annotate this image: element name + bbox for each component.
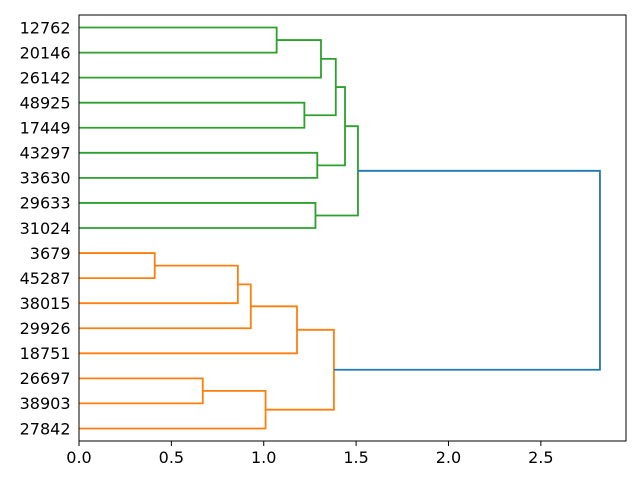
x-tick-label: 0.0 (66, 448, 91, 467)
dendrogram-link-O4 (79, 305, 298, 355)
dendrogram-link-O7 (265, 328, 335, 411)
dendrogram-link-G5 (79, 151, 319, 179)
x-tick-label: 2.0 (436, 448, 461, 467)
dendrogram-link-G6 (317, 86, 346, 167)
x-axis: 0.0 0.5 1.0 1.5 2.0 2.5 (66, 441, 554, 467)
dendrogram-link-O5 (79, 377, 204, 405)
leaf-label: 26142 (20, 68, 71, 87)
dendrogram-link-G7 (79, 202, 317, 229)
dendrogram-link-G2 (79, 39, 322, 79)
dendrogram-link-O1 (79, 252, 156, 280)
leaf-label: 20146 (20, 43, 71, 62)
leaf-labels: 12762 20146 26142 48925 17449 43297 33630 29633… (20, 18, 71, 438)
x-tick-label: 2.5 (528, 448, 553, 467)
leaf-label: 27842 (20, 419, 71, 438)
leaf-label: 38015 (20, 294, 71, 313)
leaf-label: 48925 (20, 94, 71, 113)
dendrogram-link-ROOT (333, 169, 601, 371)
dendrogram-link-O6 (79, 389, 267, 430)
x-tick-label: 0.5 (159, 448, 184, 467)
leaf-label: 3679 (30, 244, 71, 263)
dendrogram-link-G8 (315, 125, 359, 217)
leaf-label: 29633 (20, 194, 71, 213)
dendrogram-link-G1 (79, 26, 278, 54)
leaf-label: 26697 (20, 369, 71, 388)
x-tick-label: 1.0 (251, 448, 276, 467)
plot-border (78, 14, 627, 442)
leaf-label: 43297 (20, 144, 71, 163)
leaf-label: 29926 (20, 319, 71, 338)
dendrogram-links (79, 26, 601, 430)
leaf-label: 17449 (20, 119, 71, 138)
leaf-label: 38903 (20, 394, 71, 413)
dendrogram-link-O2 (79, 264, 239, 305)
leaf-label: 33630 (20, 169, 71, 188)
leaf-label: 45287 (20, 269, 71, 288)
leaf-label: 31024 (20, 219, 71, 238)
dendrogram-link-G4 (304, 57, 337, 117)
x-tick-label: 1.5 (343, 448, 368, 467)
leaf-label: 18751 (20, 344, 71, 363)
dendrogram-link-O3 (79, 283, 252, 330)
dendrogram-link-G3 (79, 101, 306, 129)
leaf-label: 12762 (20, 18, 71, 37)
